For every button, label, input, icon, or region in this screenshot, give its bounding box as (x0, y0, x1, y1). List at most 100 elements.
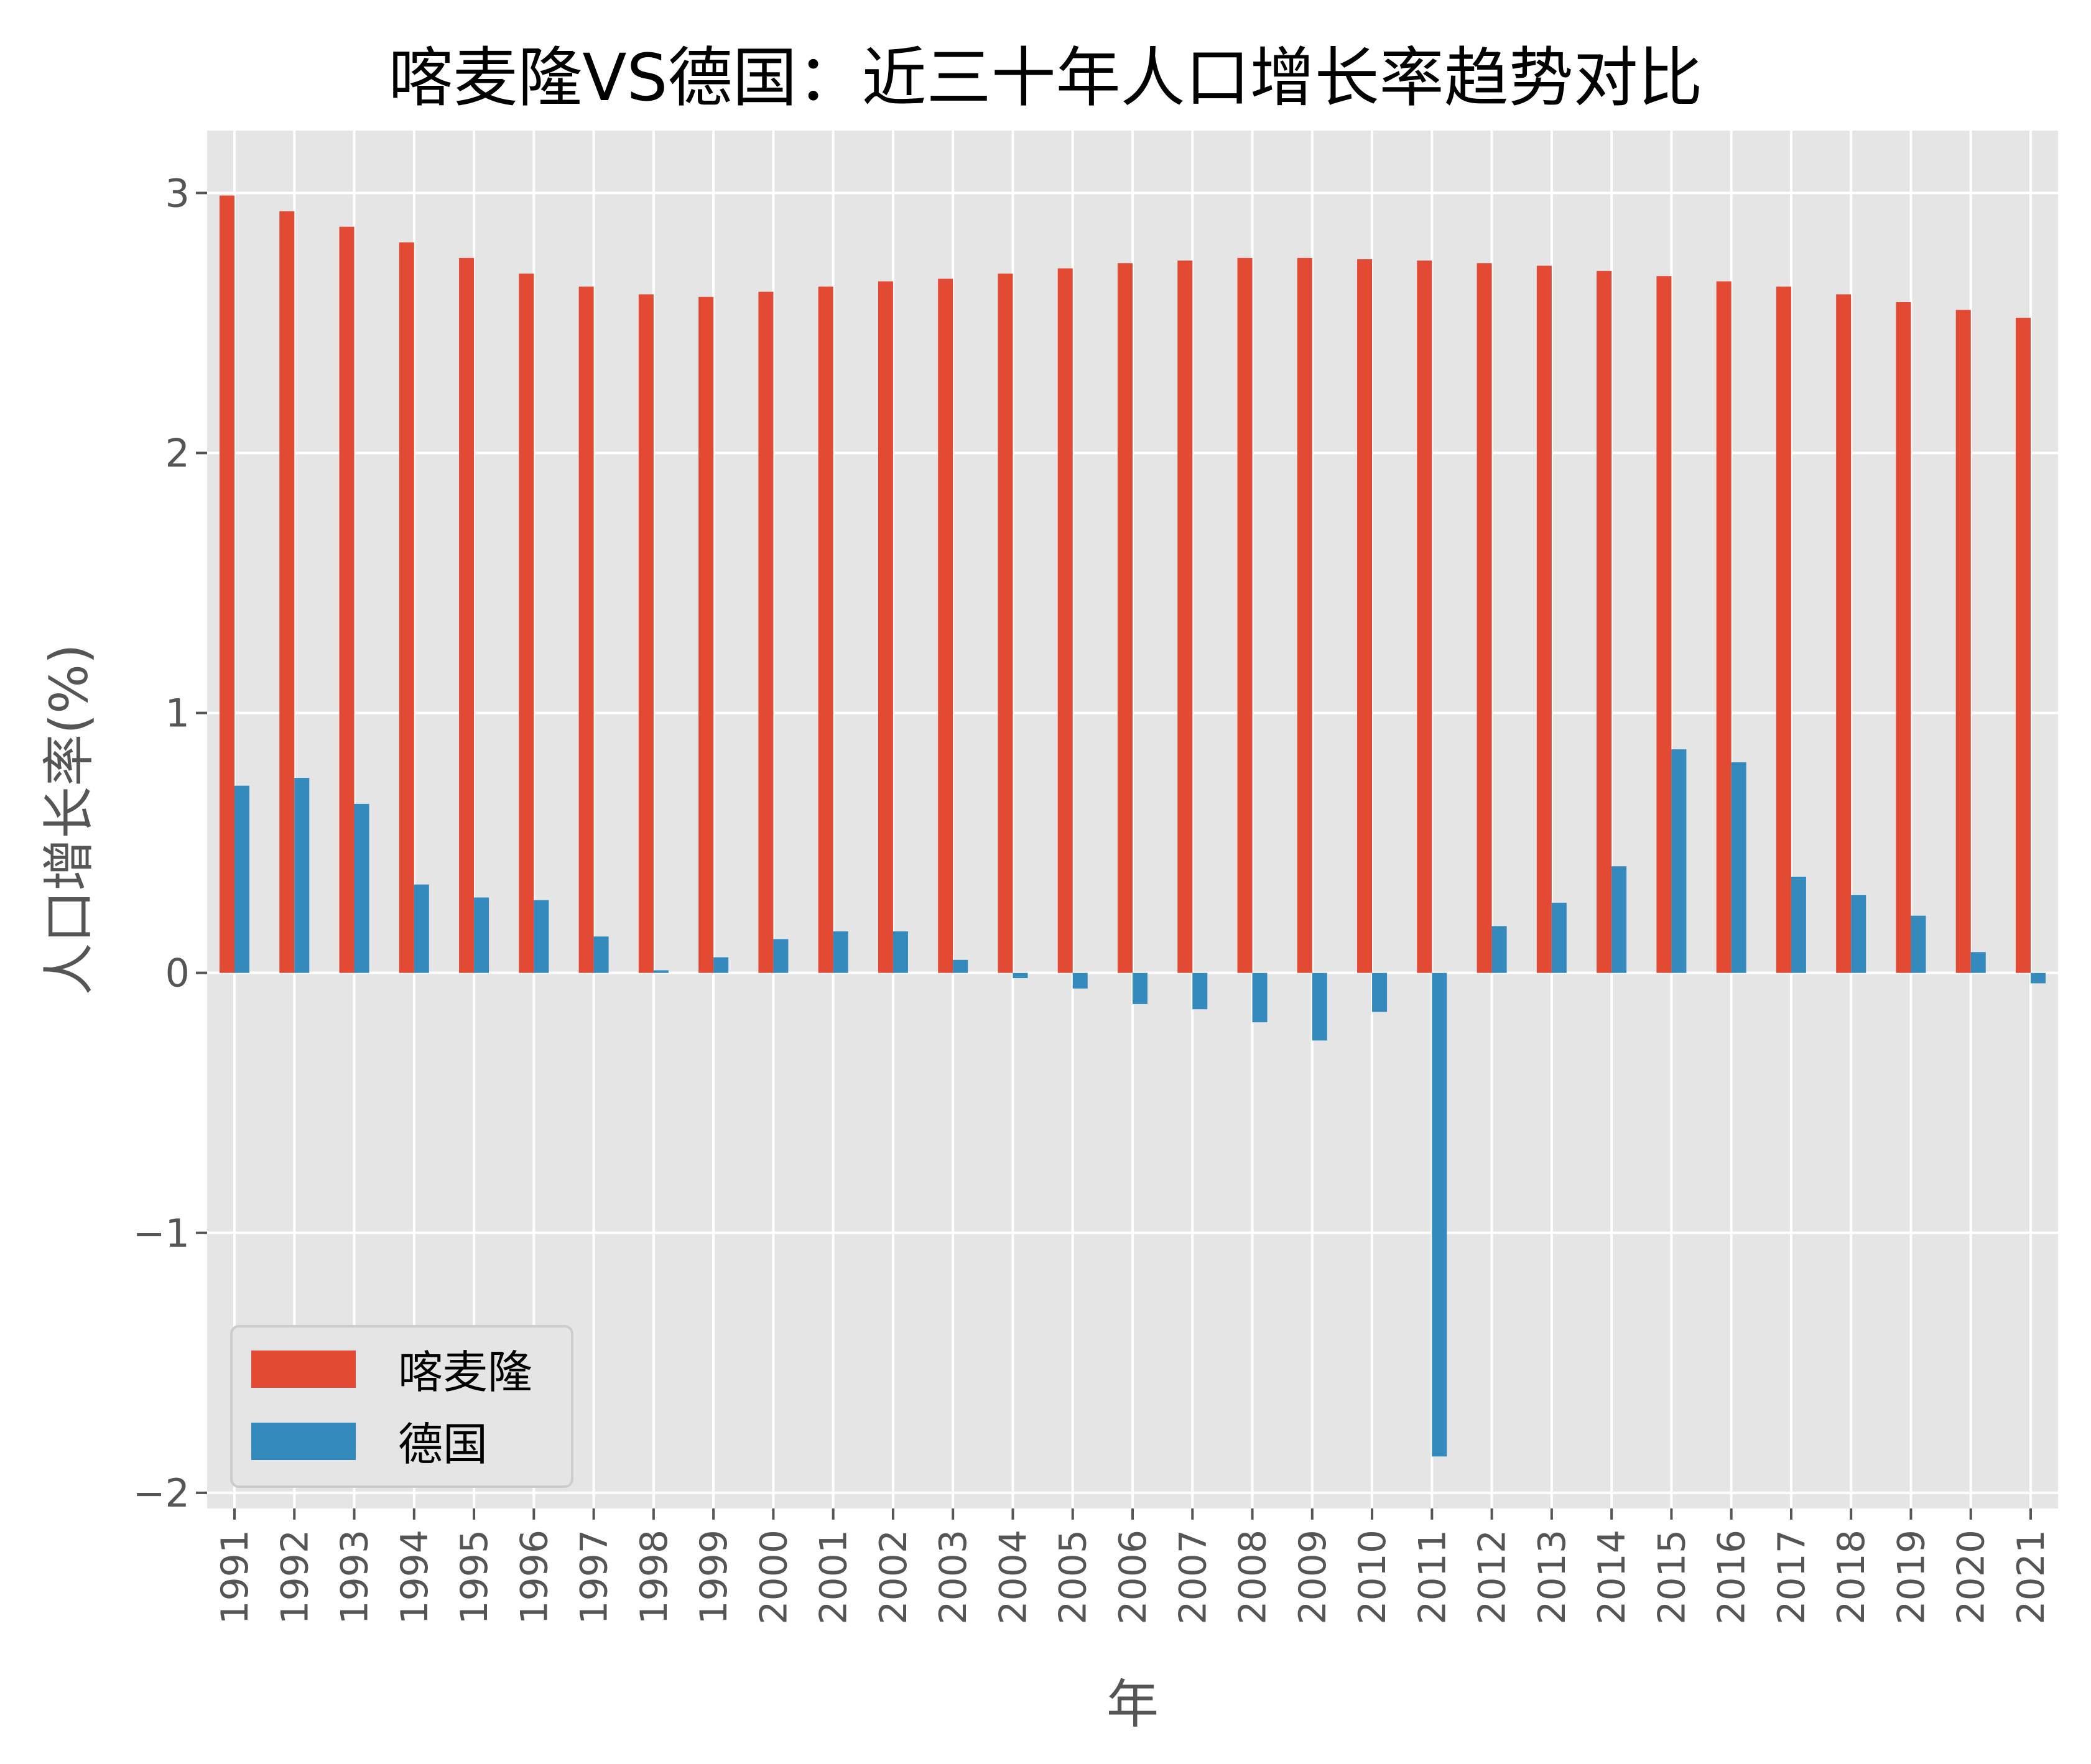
x-tick-label: 2013 (1531, 1530, 1574, 1625)
bar-germany (414, 884, 429, 973)
bar-germany (1432, 972, 1447, 1457)
bar-germany (2031, 972, 2046, 984)
bar-germany (1970, 952, 1986, 973)
x-tick-label: 2014 (1590, 1530, 1634, 1625)
x-tick-label: 2012 (1471, 1530, 1514, 1625)
x-tick-label: 1992 (273, 1530, 317, 1625)
x-tick-label: 2002 (872, 1530, 916, 1625)
bar-cameroon (1177, 261, 1193, 973)
bar-germany (1851, 895, 1866, 973)
bar-cameroon (1597, 270, 1612, 973)
bar-germany (474, 897, 489, 973)
bar-cameroon (1118, 263, 1133, 973)
x-tick-label: 2011 (1411, 1530, 1454, 1625)
bar-cameroon (2016, 318, 2031, 973)
x-tick-label: 2005 (1052, 1530, 1095, 1625)
x-tick-label: 2007 (1171, 1530, 1215, 1625)
x-tick-label: 2010 (1351, 1530, 1394, 1625)
bar-germany (1791, 876, 1806, 973)
x-tick-label: 1995 (453, 1530, 496, 1625)
bar-cameroon (1057, 268, 1073, 973)
bar-cameroon (1536, 266, 1552, 973)
x-tick-label: 2009 (1291, 1530, 1335, 1625)
y-tick-label: 0 (165, 951, 190, 996)
y-axis-label: 人口增长率(%) (39, 644, 100, 995)
bar-germany (1911, 915, 1926, 973)
legend-label-germany: 德国 (398, 1418, 488, 1471)
legend: 喀麦隆 德国 (230, 1325, 573, 1488)
bar-cameroon (698, 297, 714, 973)
bar-germany (1731, 762, 1746, 973)
bar-cameroon (1477, 263, 1492, 973)
x-tick-label: 2015 (1650, 1530, 1694, 1625)
bar-germany (1671, 749, 1687, 973)
bar-cameroon (459, 257, 475, 973)
bar-cameroon (1297, 257, 1312, 973)
bar-cameroon (1776, 286, 1791, 973)
bar-germany (1072, 972, 1088, 989)
x-tick-label: 2020 (1950, 1530, 1993, 1625)
x-tick-label: 2006 (1111, 1530, 1155, 1625)
legend-swatch-cameroon (251, 1351, 356, 1388)
x-tick-label: 1993 (333, 1530, 377, 1625)
bar-cameroon (339, 226, 355, 973)
bar-cameroon (998, 273, 1013, 973)
x-tick-label: 1998 (633, 1530, 676, 1625)
bar-germany (713, 957, 729, 973)
x-tick-label: 1994 (393, 1530, 437, 1625)
y-tick-label: −2 (133, 1471, 190, 1516)
bar-germany (1013, 972, 1028, 979)
x-tick-label: 2004 (991, 1530, 1035, 1625)
x-tick-label: 1991 (213, 1530, 257, 1625)
x-tick-label: 2021 (2010, 1530, 2053, 1625)
x-tick-label: 2000 (752, 1530, 795, 1625)
bars-layer (220, 195, 2046, 1457)
axes-layer: −2 −1 0 1 2 3 1991 1992 1993 1994 1995 1996 1997 1998… (133, 170, 2053, 1624)
bar-cameroon (1656, 276, 1672, 973)
bar-cameroon (519, 273, 534, 973)
chart-title: 喀麦隆VS德国：近三十年人口增长率趋势对比 (388, 40, 1703, 116)
bar-germany (1133, 972, 1148, 1004)
legend-label-cameroon: 喀麦隆 (398, 1346, 532, 1398)
bar-germany (953, 959, 968, 973)
bar-germany (1372, 972, 1388, 1012)
x-tick-label: 2018 (1830, 1530, 1873, 1625)
y-tick-label: −1 (133, 1211, 190, 1256)
bar-cameroon (220, 195, 234, 973)
bar-cameroon (1836, 294, 1852, 973)
bar-germany (1312, 972, 1327, 1041)
x-tick-label: 2001 (812, 1530, 856, 1625)
x-tick-label: 2003 (932, 1530, 975, 1625)
x-tick-label: 2019 (1889, 1530, 1933, 1625)
bar-germany (1491, 926, 1507, 973)
bar-germany (1252, 972, 1268, 1023)
y-tick-label: 1 (165, 691, 190, 736)
bar-cameroon (1896, 302, 1911, 973)
x-axis-label: 年 (1106, 1674, 1159, 1735)
bar-cameroon (938, 279, 953, 973)
bar-germany (1611, 866, 1627, 973)
x-tick-label: 1999 (692, 1530, 736, 1625)
bar-germany (1192, 972, 1208, 1010)
x-tick-label: 2008 (1231, 1530, 1275, 1625)
bar-germany (294, 778, 310, 973)
bar-cameroon (1955, 310, 1971, 973)
y-tick-label: 3 (165, 170, 190, 216)
legend-swatch-germany (251, 1423, 356, 1460)
bar-cameroon (1357, 259, 1373, 973)
x-tick-label: 2016 (1710, 1530, 1754, 1625)
bar-germany (534, 900, 549, 973)
bar-cameroon (578, 286, 594, 973)
bar-germany (653, 970, 669, 973)
bar-cameroon (638, 294, 654, 973)
bar-germany (593, 936, 609, 973)
x-tick-label: 1997 (573, 1530, 616, 1625)
bar-cameroon (1417, 261, 1432, 973)
bar-cameroon (758, 292, 774, 973)
bar-cameroon (1716, 281, 1732, 973)
bar-cameroon (878, 281, 893, 973)
bar-germany (773, 939, 789, 973)
x-tick-label: 1996 (512, 1530, 556, 1625)
